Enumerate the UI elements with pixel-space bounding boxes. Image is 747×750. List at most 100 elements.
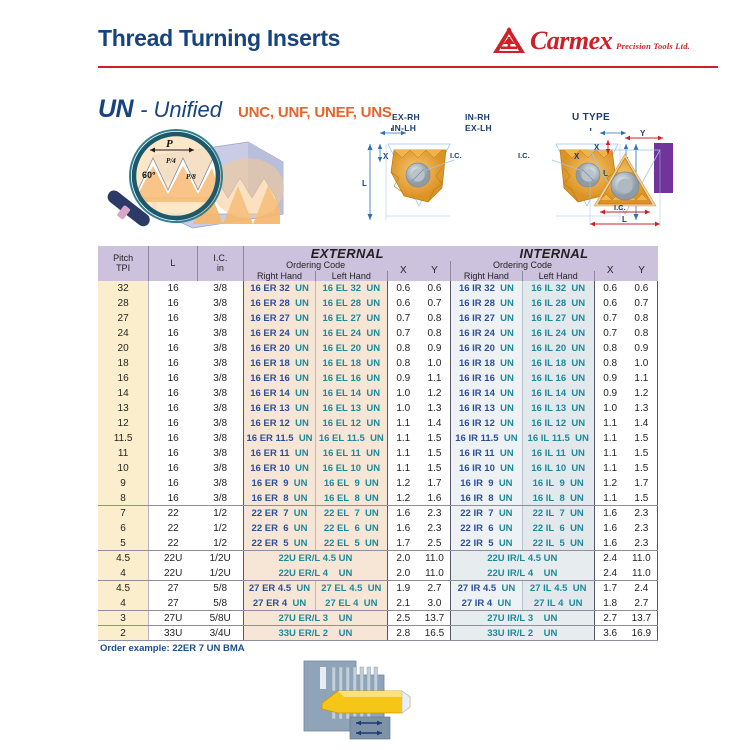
cell-internal-right-hand-code: 16 IR 20 UN [450,340,523,356]
cell-external-right-hand-code: 16 ER 9 UN [243,475,316,491]
order-example-note: Order example: 22ER 7 UN BMA [100,643,245,654]
order-code-suffix: UN [295,462,309,474]
cell-pitch: 4.5 [98,580,150,596]
table-row: 13 16 3/8 16 ER 13 UN 16 EL 13 UN 1.0 1.3 16 IR… [98,400,658,416]
cell-external-left-hand-code: 16 EL 20 UN [314,340,388,356]
cell-internal-x: 1.1 [594,490,626,507]
cell-length: 16 [148,340,198,356]
cell-pitch: 14 [98,385,150,401]
cell-external-y: 2.3 [418,520,452,536]
order-code-suffix: UN [295,312,309,324]
cell-internal-x: 1.1 [594,460,626,476]
svg-text:L: L [362,179,367,188]
cell-external-left-hand-code: 16 EL 10 UN [314,460,388,476]
svg-text:X: X [574,152,580,161]
cell-internal-left-hand-code: 16 IL 18 UN [521,355,595,371]
cell-internal-x: 0.8 [594,340,626,356]
cell-external-left-hand-code: 27 EL 4 UN [314,595,388,612]
order-code-base: 27 IR 4.5 [457,583,497,595]
order-code-base: 22 ER 5 [251,537,289,549]
cell-pitch: 8 [98,490,150,507]
cell-pitch: 12 [98,415,150,431]
table-row: 5 22 1/2 22 ER 5 UN 22 EL 5 UN 1.7 2.5 22 IR 5 … [98,535,658,552]
cell-ic: 3/8 [197,430,245,446]
cell-internal-code-merged: 33U IR/L 2 UN [450,625,595,642]
order-code-suffix: UN [503,432,518,444]
cell-ic: 1/2 [197,520,245,536]
header-int-left-hand: Left Hand [522,270,595,281]
table-row: 4 27 5/8 27 ER 4 UN 27 EL 4 UN 2.1 3.0 27 IR 4 … [98,595,658,612]
order-code-suffix: UN [293,508,308,520]
cell-external-left-hand-code: 16 EL 13 UN [314,400,388,416]
order-code-suffix: UN [365,492,379,504]
table-row: 2 33U 3/4U 33U ER/L 2 UN 2.8 16.5 33U IR/L 2 U… [98,625,658,642]
table-row: 10 16 3/8 16 ER 10 UN 16 EL 10 UN 1.1 1.5 16 IR… [98,460,658,476]
cell-internal-right-hand-code: 27 IR 4 UN [450,595,523,612]
cell-length: 16 [148,430,198,446]
order-code-base: 16 ER 10 [250,462,290,474]
standard-variants: UNC, UNF, UNEF, UNS [238,104,392,121]
cell-external-x: 1.6 [387,520,419,536]
cell-pitch: 24 [98,325,150,341]
order-code-suffix: UN [366,327,381,339]
cell-internal-y: 1.4 [625,415,658,431]
cell-pitch: 2 [98,625,150,642]
cell-length: 27U [148,610,198,627]
order-code-base: 16 EL 20 [322,342,362,354]
order-code-base: 16 IR 27 [458,312,495,324]
cell-internal-x: 3.6 [594,625,626,642]
cell-internal-y: 2.3 [625,505,658,521]
header-ext-y: Y [418,261,452,281]
cell-internal-right-hand-code: 16 IR 10 UN [450,460,523,476]
insert-left-label-1: EX-RH [392,112,420,122]
cell-external-right-hand-code: 16 ER 14 UN [243,385,316,401]
order-code-suffix: UN [500,282,514,294]
cell-external-left-hand-code: 22 EL 6 UN [314,520,388,536]
cell-internal-y: 2.4 [625,580,658,596]
order-code-suffix: UN [366,402,381,414]
cell-external-y: 11.0 [418,565,452,582]
cell-internal-left-hand-code: 27 IL 4 UN [521,595,595,612]
cell-external-x: 0.9 [387,370,419,386]
cell-internal-y: 0.6 [625,280,658,296]
cell-external-right-hand-code: 27 ER 4.5 UN [243,580,316,596]
order-code-suffix: UN [366,357,381,369]
cell-external-y: 1.5 [418,460,452,476]
order-code-base: 16 ER 11.5 [246,432,294,444]
order-code-base: 16 IL 18 [531,357,567,369]
cell-internal-y: 1.3 [625,400,658,416]
cell-external-right-hand-code: 16 ER 16 UN [243,370,316,386]
cell-length: 16 [148,385,198,401]
order-code-base: 16 EL 13 [322,402,362,414]
header-ic: I.C. in [197,246,245,281]
cell-external-code-merged: 27U ER/L 3 UN [243,610,388,627]
cell-internal-right-hand-code: 16 IR 32 UN [450,280,523,296]
cell-internal-left-hand-code: 16 IL 10 UN [521,460,595,476]
table-row: 7 22 1/2 22 ER 7 UN 22 EL 7 UN 1.6 2.3 22 IR 7 … [98,505,658,521]
carmex-triangle-logo [492,26,526,54]
cell-external-y: 2.3 [418,505,452,521]
cell-external-right-hand-code: 16 ER 32 UN [243,280,316,296]
order-code-base: 16 IL 16 [531,372,567,384]
order-code-base: 27 IR 4 [461,597,493,609]
cell-internal-y: 1.2 [625,385,658,401]
order-code-suffix: UN [571,282,586,294]
cell-external-x: 1.1 [387,415,419,431]
order-code-base: 16 IL 14 [531,387,567,399]
svg-text:P/4: P/4 [166,157,176,165]
table-row: 9 16 3/8 16 ER 9 UN 16 EL 9 UN 1.2 1.7 16 IR 9 … [98,475,658,491]
cell-external-x: 2.8 [387,625,419,642]
order-code-suffix: UN [366,372,381,384]
cell-internal-x: 1.8 [594,595,626,612]
cell-internal-left-hand-code: 16 IL 11 UN [521,445,595,461]
cell-external-right-hand-code: 16 ER 11.5 UN [243,430,316,446]
cell-external-x: 0.7 [387,310,419,326]
order-code-base: 16 ER 27 [250,312,290,324]
table-row: 16 16 3/8 16 ER 16 UN 16 EL 16 UN 0.9 1.1 16 IR… [98,370,658,386]
order-code-suffix: UN [295,357,309,369]
cell-external-left-hand-code: 16 EL 27 UN [314,310,388,326]
cell-pitch: 7 [98,505,150,521]
cell-external-left-hand-code: 16 EL 12 UN [314,415,388,431]
order-code-suffix: UN [295,402,309,414]
order-code-base: 16 IR 8 [460,492,494,504]
